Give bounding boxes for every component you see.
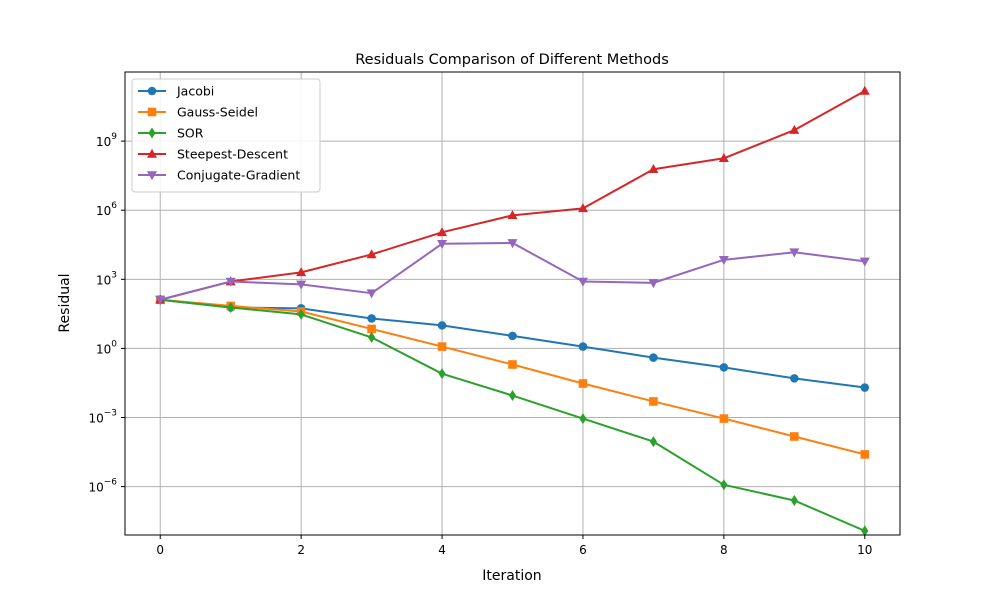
series-gauss-seidel <box>155 295 870 459</box>
y-tick-base: 10 <box>96 342 111 356</box>
data-point-gauss-seidel <box>860 450 870 459</box>
y-tick-exponent: 9 <box>111 132 117 142</box>
data-point-steepest-descent <box>648 164 659 174</box>
legend-box <box>131 78 321 193</box>
y-tick-label: 106 <box>96 201 117 218</box>
data-point-sor <box>579 413 587 425</box>
y-tick-label: 10−6 <box>88 478 117 495</box>
y-tick-base: 10 <box>96 135 111 149</box>
data-point-steepest-descent <box>437 227 448 237</box>
data-point-sor <box>861 525 869 537</box>
data-point-sor <box>227 301 235 313</box>
x-tick-label: 0 <box>156 543 164 557</box>
y-tick-base: 10 <box>88 412 103 426</box>
data-point-conjugate-gradient <box>225 277 236 287</box>
data-point-conjugate-gradient <box>155 295 166 305</box>
series-steepest-descent <box>155 85 870 304</box>
x-tick-label: 10 <box>857 543 872 557</box>
legend-item-gauss-seidel: Gauss-Seidel <box>138 105 258 120</box>
data-point-conjugate-gradient <box>507 239 518 249</box>
data-point-jacobi <box>508 331 517 341</box>
data-point-gauss-seidel <box>719 414 729 423</box>
data-point-sor <box>367 331 376 343</box>
data-point-jacobi <box>649 353 658 362</box>
legend-marker <box>148 127 156 139</box>
data-point-steepest-descent <box>507 210 518 220</box>
data-point-gauss-seidel <box>790 432 799 441</box>
x-tick-label: 4 <box>438 543 446 557</box>
data-point-gauss-seidel <box>578 379 588 388</box>
legend-item-sor: SOR <box>138 126 204 141</box>
legend-marker <box>147 171 157 181</box>
data-point-jacobi <box>578 342 588 351</box>
data-point-conjugate-gradient <box>789 248 800 258</box>
data-point-conjugate-gradient <box>648 279 659 289</box>
data-point-jacobi <box>367 314 376 323</box>
data-point-jacobi <box>719 363 729 372</box>
y-tick-exponent: −3 <box>104 409 117 419</box>
y-tick-exponent: 0 <box>111 339 117 349</box>
data-point-sor <box>508 390 517 402</box>
y-tick-exponent: 3 <box>111 270 117 280</box>
data-point-steepest-descent <box>577 203 588 213</box>
y-tick-exponent: 6 <box>111 201 117 211</box>
x-tick-label: 2 <box>297 543 305 557</box>
data-point-steepest-descent <box>859 85 870 95</box>
legend: Jacobi Gauss-Seidel SOR Steepest-Descent Con… <box>131 78 321 193</box>
y-tick-base: 10 <box>96 273 111 287</box>
legend-item-conjugate-gradient: Conjugate-Gradient <box>138 168 300 183</box>
chart-title: Residuals Comparison of Different Method… <box>355 52 669 68</box>
data-point-sor <box>649 436 658 448</box>
series-conjugate-gradient <box>155 239 870 305</box>
legend-item-jacobi: Jacobi <box>138 84 214 99</box>
legend-label: Jacobi <box>176 84 214 99</box>
legend-item-steepest-descent: Steepest-Descent <box>138 147 288 162</box>
y-tick-exponent: −6 <box>104 478 118 488</box>
data-point-conjugate-gradient <box>296 280 307 290</box>
data-point-conjugate-gradient <box>859 257 870 267</box>
data-point-conjugate-gradient <box>437 239 448 249</box>
legend-marker <box>147 107 157 117</box>
y-tick-label: 103 <box>96 270 117 287</box>
legend-label: Steepest-Descent <box>177 147 288 162</box>
legend-label: SOR <box>177 126 204 141</box>
data-point-sor <box>790 494 798 506</box>
data-point-conjugate-gradient <box>577 277 588 287</box>
y-tick-label: 109 <box>96 132 117 149</box>
data-point-steepest-descent <box>789 124 800 134</box>
legend-marker <box>147 86 157 96</box>
series-group <box>155 85 870 537</box>
data-point-steepest-descent <box>718 153 729 163</box>
plot-frame <box>124 71 901 536</box>
data-point-sor <box>720 479 728 491</box>
data-point-steepest-descent <box>296 267 307 277</box>
y-tick-label: 10−3 <box>88 409 117 426</box>
legend-marker <box>147 148 157 158</box>
data-point-jacobi <box>860 383 870 392</box>
x-tick-label: 6 <box>579 543 587 557</box>
data-point-steepest-descent <box>366 249 377 259</box>
data-point-conjugate-gradient <box>718 256 729 266</box>
y-axis-label: Residual <box>57 273 73 332</box>
data-point-gauss-seidel <box>649 397 658 406</box>
data-point-sor <box>297 308 305 320</box>
data-point-gauss-seidel <box>437 342 447 351</box>
data-point-jacobi <box>790 374 799 383</box>
y-tick-base: 10 <box>96 204 111 218</box>
legend-label: Conjugate-Gradient <box>177 168 300 183</box>
data-point-conjugate-gradient <box>366 289 377 299</box>
data-point-gauss-seidel <box>508 360 517 369</box>
data-point-sor <box>438 368 446 380</box>
x-axis-label: Iteration <box>482 568 541 584</box>
data-point-gauss-seidel <box>367 324 376 334</box>
data-point-jacobi <box>437 321 447 330</box>
x-tick-label: 8 <box>720 543 728 557</box>
legend-label: Gauss-Seidel <box>177 105 258 120</box>
y-tick-label: 100 <box>96 339 117 356</box>
y-tick-base: 10 <box>88 481 103 495</box>
